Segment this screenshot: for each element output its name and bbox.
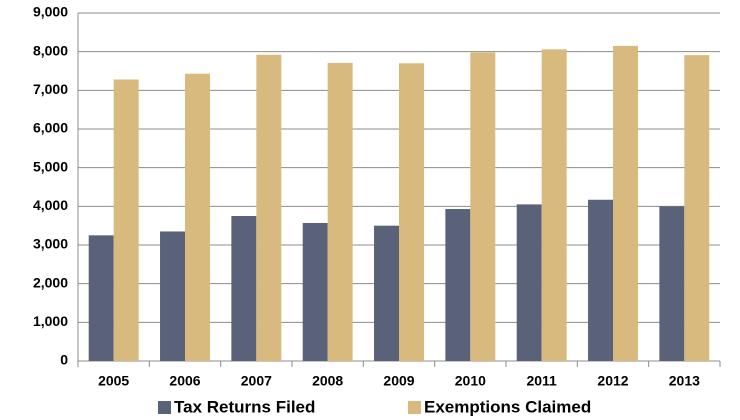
bar bbox=[541, 49, 567, 361]
legend-label: Exemptions Claimed bbox=[424, 397, 591, 416]
bar bbox=[659, 206, 685, 361]
x-tick-label: 2011 bbox=[526, 373, 557, 389]
bar bbox=[516, 204, 542, 361]
x-tick-label: 2007 bbox=[241, 373, 272, 389]
bar bbox=[327, 62, 353, 361]
bar bbox=[470, 52, 496, 361]
y-tick-label: 4,000 bbox=[33, 197, 68, 213]
bar bbox=[588, 199, 613, 361]
x-tick-label: 2010 bbox=[455, 373, 486, 389]
y-tick-label: 0 bbox=[60, 352, 68, 368]
legend-label: Tax Returns Filed bbox=[174, 397, 315, 416]
bar bbox=[185, 73, 210, 361]
y-tick-label: 6,000 bbox=[33, 120, 68, 136]
y-tick-label: 3,000 bbox=[33, 236, 68, 252]
bar bbox=[160, 231, 185, 361]
x-tick-label: 2012 bbox=[597, 373, 628, 389]
y-tick-label: 8,000 bbox=[33, 42, 68, 58]
bar bbox=[256, 54, 282, 361]
x-tick-label: 2005 bbox=[98, 373, 129, 389]
bar bbox=[613, 45, 638, 361]
x-tick-label: 2009 bbox=[383, 373, 414, 389]
bar bbox=[374, 225, 399, 361]
y-tick-label: 2,000 bbox=[33, 274, 68, 290]
y-tick-label: 9,000 bbox=[33, 4, 68, 20]
x-tick-label: 2013 bbox=[669, 373, 700, 389]
y-tick-label: 7,000 bbox=[33, 81, 68, 97]
bar bbox=[302, 222, 328, 361]
legend-swatch bbox=[158, 401, 171, 414]
y-tick-label: 1,000 bbox=[33, 313, 68, 329]
bar bbox=[399, 63, 424, 362]
y-tick-label: 5,000 bbox=[33, 158, 68, 174]
x-tick-label: 2008 bbox=[312, 373, 343, 389]
bar bbox=[231, 216, 257, 361]
bar bbox=[445, 209, 471, 361]
legend-swatch bbox=[408, 401, 421, 414]
x-tick-label: 2006 bbox=[169, 373, 200, 389]
bar bbox=[88, 235, 114, 361]
bar bbox=[113, 79, 139, 362]
bar bbox=[684, 55, 710, 361]
